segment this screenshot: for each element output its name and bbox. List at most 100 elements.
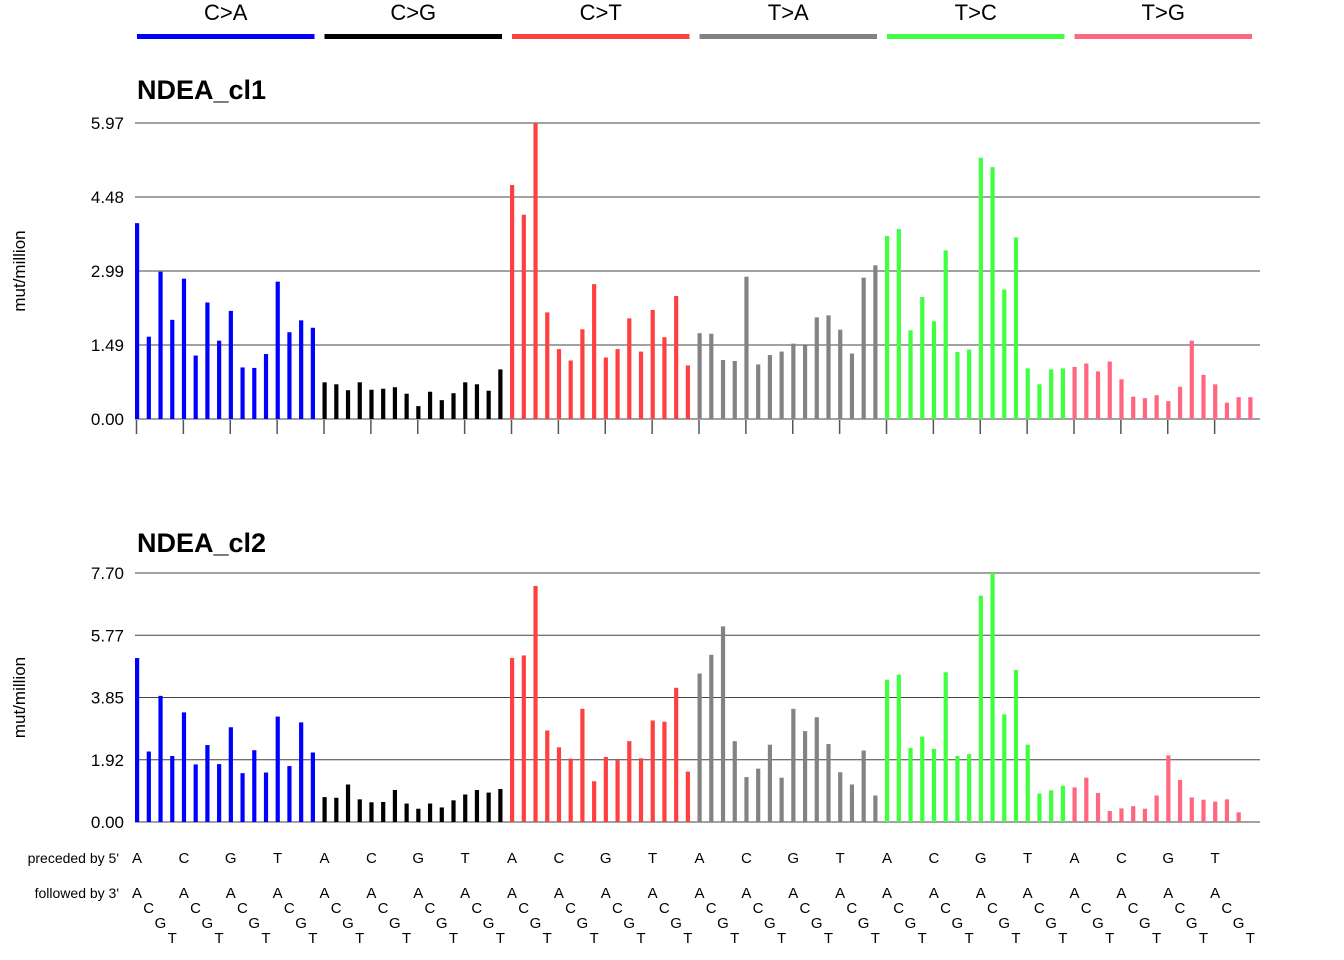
followed-base: T [824, 930, 833, 947]
preceded-label: preceded by 5' [28, 850, 119, 866]
category-bar-4 [699, 34, 877, 39]
bar [744, 276, 749, 419]
followed-base: G [1139, 915, 1151, 932]
followed-base: C [1034, 900, 1045, 917]
followed-base: C [1081, 900, 1092, 917]
followed-base: G [623, 915, 635, 932]
bar [756, 364, 761, 419]
bar [615, 760, 620, 822]
bar [1119, 808, 1124, 822]
bar [451, 393, 456, 419]
bar [193, 355, 198, 419]
followed-base: C [425, 900, 436, 917]
followed-base: C [659, 900, 670, 917]
bar [275, 716, 280, 822]
y-tick-label: 3.85 [91, 689, 124, 708]
bar [967, 754, 972, 822]
panel-title: NDEA_cl2 [137, 528, 266, 558]
bar [1072, 366, 1077, 419]
category-label-3: C>T [580, 0, 622, 25]
followed-base: C [893, 900, 904, 917]
followed-base: T [1199, 930, 1208, 947]
bar [580, 329, 585, 419]
bar [498, 789, 503, 822]
followed-label: followed by 3' [35, 885, 119, 901]
bar [322, 797, 327, 822]
bar [662, 337, 667, 419]
followed-base: T [355, 930, 364, 947]
bar [1189, 340, 1194, 419]
bar [826, 744, 831, 822]
y-tick-label: 1.92 [91, 751, 124, 770]
y-tick-label: 0.00 [91, 410, 124, 429]
bar [1013, 670, 1019, 822]
followed-base: G [155, 915, 167, 932]
followed-base: G [295, 915, 307, 932]
preceded-base: G [975, 850, 987, 867]
bar [908, 747, 913, 822]
bar [252, 367, 257, 419]
followed-base: A [1069, 885, 1079, 902]
bar [814, 317, 819, 419]
followed-base: T [1011, 930, 1020, 947]
bar [381, 801, 386, 822]
followed-base: A [413, 885, 423, 902]
bar [1131, 806, 1136, 822]
y-tick-label: 0.00 [91, 813, 124, 832]
y-tick-label: 5.77 [91, 626, 124, 645]
bar [451, 800, 456, 822]
bar [369, 802, 374, 822]
followed-base: T [214, 930, 223, 947]
bar [392, 789, 398, 822]
bar [1213, 801, 1218, 822]
preceded-base: T [648, 850, 657, 867]
followed-base: G [905, 915, 917, 932]
followed-base: G [858, 915, 870, 932]
y-tick-label: 7.70 [91, 564, 124, 583]
bar [627, 318, 632, 419]
bar [275, 281, 280, 419]
preceded-base: T [1211, 850, 1220, 867]
followed-base: A [882, 885, 892, 902]
bar [1177, 779, 1183, 822]
context-axis: preceded by 5'followed by 3'AACGTCACGTGA… [28, 850, 1255, 947]
followed-base: A [460, 885, 470, 902]
bar [322, 382, 327, 419]
followed-base: T [636, 930, 645, 947]
bar [1002, 714, 1007, 822]
followed-base: A [648, 885, 658, 902]
preceded-base: C [553, 850, 564, 867]
bar [299, 722, 304, 822]
followed-base: T [449, 930, 458, 947]
bar [545, 312, 550, 419]
bar [873, 795, 878, 822]
bar [1095, 792, 1101, 822]
bar [896, 674, 901, 822]
followed-base: G [670, 915, 682, 932]
bar [885, 679, 890, 822]
bar [416, 808, 421, 822]
bar [1060, 368, 1065, 419]
bar [767, 744, 773, 822]
followed-base: A [741, 885, 751, 902]
bar [697, 333, 702, 419]
bar [1095, 371, 1101, 419]
bar [1236, 812, 1241, 822]
followed-base: G [1233, 915, 1245, 932]
followed-base: G [436, 915, 448, 932]
bar [756, 768, 761, 822]
preceded-base: A [132, 850, 142, 867]
followed-base: T [589, 930, 598, 947]
bar [1119, 379, 1124, 419]
bar [709, 654, 714, 822]
bar [463, 794, 468, 822]
bar [767, 355, 773, 419]
bar [1002, 289, 1007, 419]
bar [662, 721, 667, 822]
bar [990, 167, 995, 419]
preceded-base: A [319, 850, 329, 867]
bar [1072, 787, 1077, 822]
followed-base: G [201, 915, 213, 932]
bar [826, 315, 831, 419]
panel-title: NDEA_cl1 [137, 75, 266, 105]
